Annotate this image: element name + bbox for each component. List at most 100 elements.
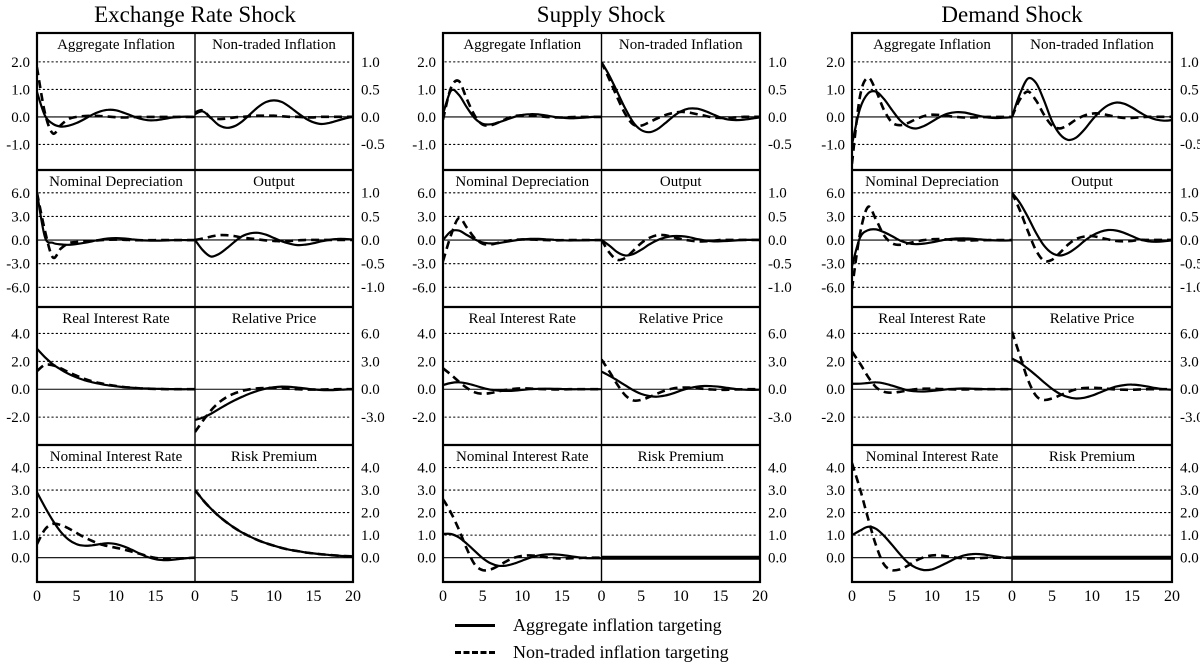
panel-title: Risk Premium xyxy=(638,449,725,465)
series-dashed xyxy=(852,350,1012,395)
y-tick-label: 2.0 xyxy=(417,506,436,522)
x-tick-label: 0 xyxy=(439,588,447,605)
y-tick-label: 0.5 xyxy=(361,82,380,98)
y-tick-label: 3.0 xyxy=(826,209,845,225)
series-solid xyxy=(852,525,1012,572)
x-tick-label: 10 xyxy=(108,588,124,605)
y-tick-label: -2.0 xyxy=(412,410,436,426)
series-dashed xyxy=(37,363,195,391)
panel-title: Nominal Depreciation xyxy=(49,174,183,190)
series-solid xyxy=(852,381,1012,393)
y-tick-label: -0.5 xyxy=(361,137,385,153)
series-solid xyxy=(852,228,1012,267)
x-tick-label: 5 xyxy=(73,588,81,605)
y-tick-label: 3.0 xyxy=(11,483,30,499)
y-tick-label: 6.0 xyxy=(768,326,787,342)
panel-demand-shock-relative-price: 6.0 3.0 0.0 -3.0 Relative Price xyxy=(1012,311,1200,426)
series-solid xyxy=(195,385,353,421)
series-solid xyxy=(195,231,353,258)
series-dashed xyxy=(195,233,353,243)
y-tick-label: 1.0 xyxy=(1180,55,1199,71)
panel-title: Non-traded Inflation xyxy=(212,37,336,53)
x-tick-label: 10 xyxy=(924,588,940,605)
series-solid xyxy=(1012,192,1172,257)
y-tick-label: 4.0 xyxy=(11,326,30,342)
y-tick-label: 2.0 xyxy=(11,506,30,522)
y-tick-label: 0.5 xyxy=(1180,82,1199,98)
y-tick-label: 1.0 xyxy=(11,528,30,544)
y-tick-label: 2.0 xyxy=(417,354,436,370)
panel-supply-shock-nominal-depreciation: 6.0 3.0 0.0 -3.0 -6.0 Nominal Depreciation xyxy=(412,174,602,296)
series-dashed xyxy=(852,205,1012,290)
y-tick-label: 1.0 xyxy=(826,528,845,544)
panel-title: Nominal Depreciation xyxy=(865,174,999,190)
x-tick-label: 5 xyxy=(888,588,896,605)
series-dashed xyxy=(1012,90,1172,130)
series-dashed xyxy=(195,108,353,121)
x-tick-label: 5 xyxy=(1048,588,1056,605)
solid-line-sample xyxy=(455,624,495,627)
x-tick-label: 10 xyxy=(266,588,282,605)
panel-exchange-rate-shock-non-traded-inflation: 1.0 0.5 0.0 -0.5 Non-traded Inflation xyxy=(195,37,385,153)
y-tick-label: 3.0 xyxy=(768,483,787,499)
y-tick-label: 1.0 xyxy=(768,528,787,544)
series-solid xyxy=(37,192,195,246)
y-tick-label: 3.0 xyxy=(826,483,845,499)
y-tick-label: 4.0 xyxy=(768,461,787,477)
y-tick-label: -0.5 xyxy=(1180,137,1200,153)
y-tick-label: 6.0 xyxy=(417,186,436,202)
y-tick-label: 0.0 xyxy=(826,110,845,126)
y-tick-label: 3.0 xyxy=(417,209,436,225)
y-tick-label: 0.0 xyxy=(361,382,380,398)
series-solid xyxy=(37,91,195,128)
x-tick-label: 5 xyxy=(231,588,239,605)
panel-demand-shock-nominal-depreciation: 6.0 3.0 0.0 -3.0 -6.0 Nominal Depreciation xyxy=(821,174,1012,296)
y-tick-label: -3.0 xyxy=(821,257,845,273)
series-dashed xyxy=(852,462,1012,572)
panel-title: Aggregate Inflation xyxy=(463,37,581,53)
x-tick-label: 10 xyxy=(1084,588,1100,605)
series-dashed xyxy=(195,386,353,433)
panel-supply-shock-aggregate-inflation: 2.0 1.0 0.0 -1.0 Aggregate Inflation xyxy=(412,37,602,153)
y-tick-label: -0.5 xyxy=(1180,257,1200,273)
y-tick-label: -3.0 xyxy=(361,410,385,426)
y-tick-label: 3.0 xyxy=(1180,354,1199,370)
panel-title: Real Interest Rate xyxy=(469,311,577,327)
y-tick-label: 2.0 xyxy=(1180,506,1199,522)
panel-exchange-rate-shock-aggregate-inflation: 2.0 1.0 0.0 -1.0 Aggregate Inflation xyxy=(6,37,195,153)
legend-label-solid: Aggregate inflation targeting xyxy=(513,615,722,635)
y-tick-label: 3.0 xyxy=(768,354,787,370)
y-tick-label: 1.0 xyxy=(417,528,436,544)
x-tick-label: 0 xyxy=(848,588,856,605)
y-tick-label: 0.0 xyxy=(768,551,787,567)
x-tick-label: 15 xyxy=(148,588,164,605)
panel-exchange-rate-shock-risk-premium: 4.0 3.0 2.0 1.0 0.0 Risk Premium xyxy=(195,449,380,567)
panel-title: Nominal Interest Rate xyxy=(456,449,589,465)
x-tick-label: 0 xyxy=(598,588,606,605)
legend-item-non-traded-inflation-targeting: Non-traded inflation targeting xyxy=(455,641,729,664)
y-tick-label: 0.0 xyxy=(417,233,436,249)
series-solid xyxy=(1012,357,1172,400)
y-tick-label: 2.0 xyxy=(417,55,436,71)
series-dashed xyxy=(195,489,353,558)
x-tick-label: 0 xyxy=(1008,588,1016,605)
series-dashed xyxy=(601,358,760,403)
y-tick-label: 0.0 xyxy=(417,382,436,398)
column-demand-shock: 2.0 1.0 0.0 -1.0 Aggregate Inflation 1.0 0.5 0.… xyxy=(821,31,1200,605)
panel-title: Relative Price xyxy=(1050,311,1135,327)
y-tick-label: 6.0 xyxy=(826,186,845,202)
y-tick-label: 0.0 xyxy=(1180,110,1199,126)
legend-label-dashed: Non-traded inflation targeting xyxy=(513,642,729,662)
y-tick-label: 4.0 xyxy=(417,461,436,477)
y-tick-label: 0.0 xyxy=(1180,382,1199,398)
panel-title: Nominal Interest Rate xyxy=(866,449,999,465)
y-tick-label: -1.0 xyxy=(768,280,792,296)
panel-exchange-rate-shock-output: 1.0 0.5 0.0 -0.5 -1.0 Output xyxy=(195,174,385,296)
series-solid xyxy=(37,491,195,562)
y-tick-label: 4.0 xyxy=(826,461,845,477)
column-exchange-rate-shock: 2.0 1.0 0.0 -1.0 Aggregate Inflation 1.0 0.5 0.… xyxy=(6,31,385,605)
y-tick-label: -0.5 xyxy=(768,137,792,153)
y-tick-label: -2.0 xyxy=(6,410,30,426)
panel-supply-shock-output: 1.0 0.5 0.0 -0.5 -1.0 Output xyxy=(601,174,792,296)
